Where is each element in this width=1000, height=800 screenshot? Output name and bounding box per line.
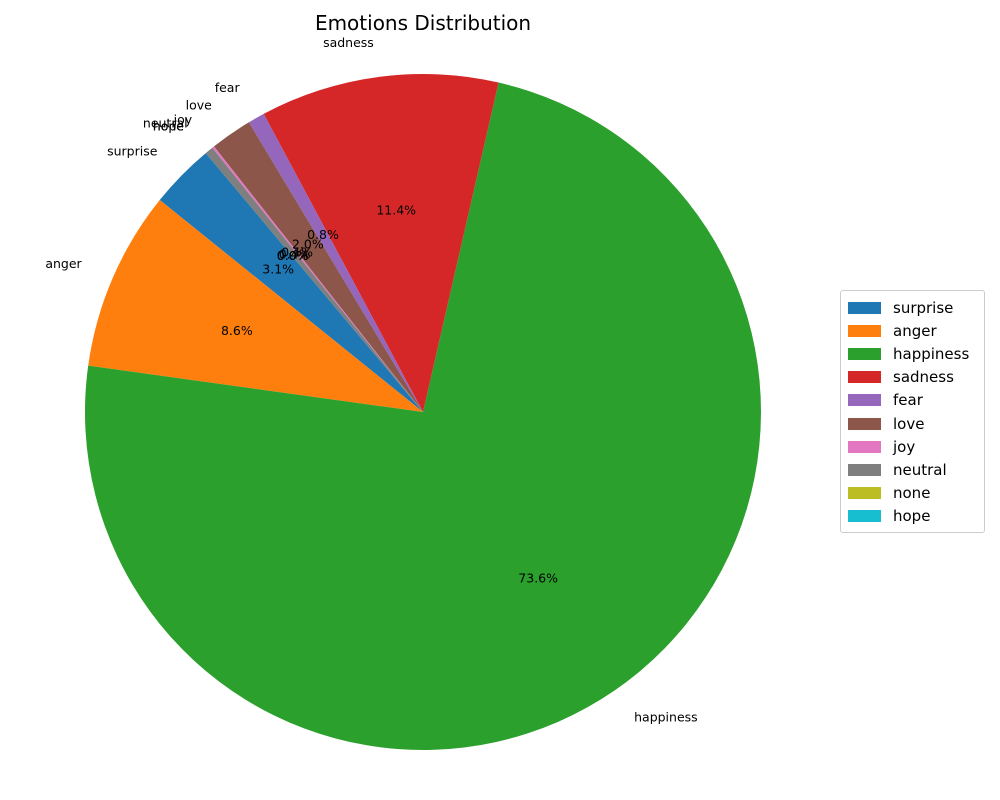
- legend-item-anger: anger: [841, 319, 984, 342]
- pie-percent-labels: 3.1%8.6%73.6%11.4%0.8%2.0%0.1%0.4%0.0%0.…: [221, 202, 558, 585]
- pie-category-labels: surprise anger happiness sadness fearlovejoy…: [45, 35, 697, 725]
- legend-label-joy: joy: [893, 437, 916, 456]
- legend-item-fear: fear: [841, 389, 984, 412]
- pie-label-fear: fear: [215, 80, 241, 95]
- legend-item-none: none: [841, 482, 984, 505]
- pie-percent-surprise: 3.1%: [262, 262, 294, 277]
- legend-label-anger: anger: [893, 321, 937, 340]
- pie-slice-joy: [212, 146, 423, 412]
- pie-label-anger: anger: [45, 256, 82, 271]
- legend-label-neutral: neutral: [893, 460, 947, 479]
- legend-swatch-anger: [848, 324, 881, 337]
- legend: surprise anger happiness sadness fear love joy…: [840, 290, 985, 533]
- pie-label-hope: hope: [153, 119, 185, 134]
- pie-label-joy: joy: [173, 112, 193, 127]
- legend-item-sadness: sadness: [841, 366, 984, 389]
- pie-percent-neutral: 0.4%: [279, 247, 311, 262]
- pie-label-love: love: [186, 97, 213, 112]
- pie-slice-anger: [88, 200, 424, 412]
- legend-item-hope: hope: [841, 505, 984, 528]
- pie-slice-happiness: [85, 82, 762, 751]
- pie-slice-fear: [248, 113, 423, 412]
- pie-percent-sadness: 11.4%: [376, 202, 416, 217]
- chart-title: Emotions Distribution: [314, 11, 532, 35]
- legend-swatch-sadness: [848, 371, 881, 384]
- legend-label-none: none: [893, 484, 931, 503]
- legend-label-happiness: happiness: [893, 344, 970, 363]
- legend-swatch-none: [848, 487, 881, 500]
- legend-item-surprise: surprise: [841, 296, 984, 319]
- legend-swatch-hope: [848, 510, 881, 523]
- pie-percent-joy: 0.1%: [281, 245, 313, 260]
- pie-label-none: none: [153, 119, 184, 134]
- legend-item-happiness: happiness: [841, 342, 984, 365]
- pie-percent-anger: 8.6%: [221, 323, 253, 338]
- legend-label-fear: fear: [893, 391, 923, 410]
- legend-label-hope: hope: [893, 507, 931, 526]
- pie-percent-hope: 0.0%: [277, 248, 309, 263]
- legend-item-joy: joy: [841, 435, 984, 458]
- legend-swatch-surprise: [848, 301, 881, 314]
- pie-slice-neutral: [205, 147, 423, 413]
- pie-percent-happiness: 73.6%: [518, 570, 558, 585]
- pie-label-neutral: neutral: [143, 116, 188, 131]
- legend-label-surprise: surprise: [893, 298, 954, 317]
- pie-slice-sadness: [263, 74, 499, 413]
- pie-label-sadness: sadness: [323, 35, 374, 50]
- pie-slice-surprise: [159, 153, 423, 413]
- legend-swatch-joy: [848, 440, 881, 453]
- legend-swatch-happiness: [848, 347, 881, 360]
- pie-percent-fear: 0.8%: [307, 227, 339, 242]
- legend-item-neutral: neutral: [841, 458, 984, 481]
- pie-label-surprise: surprise: [107, 143, 158, 158]
- pie-slice-love: [213, 122, 423, 412]
- legend-item-love: love: [841, 412, 984, 435]
- pie-label-happiness: happiness: [634, 710, 698, 725]
- legend-swatch-love: [848, 417, 881, 430]
- legend-swatch-neutral: [848, 463, 881, 476]
- legend-label-love: love: [893, 414, 925, 433]
- legend-swatch-fear: [848, 394, 881, 407]
- pie-percent-none: 0.0%: [277, 248, 309, 263]
- pie-slices: [85, 74, 762, 751]
- pie-percent-love: 2.0%: [292, 237, 324, 252]
- legend-label-sadness: sadness: [893, 368, 954, 387]
